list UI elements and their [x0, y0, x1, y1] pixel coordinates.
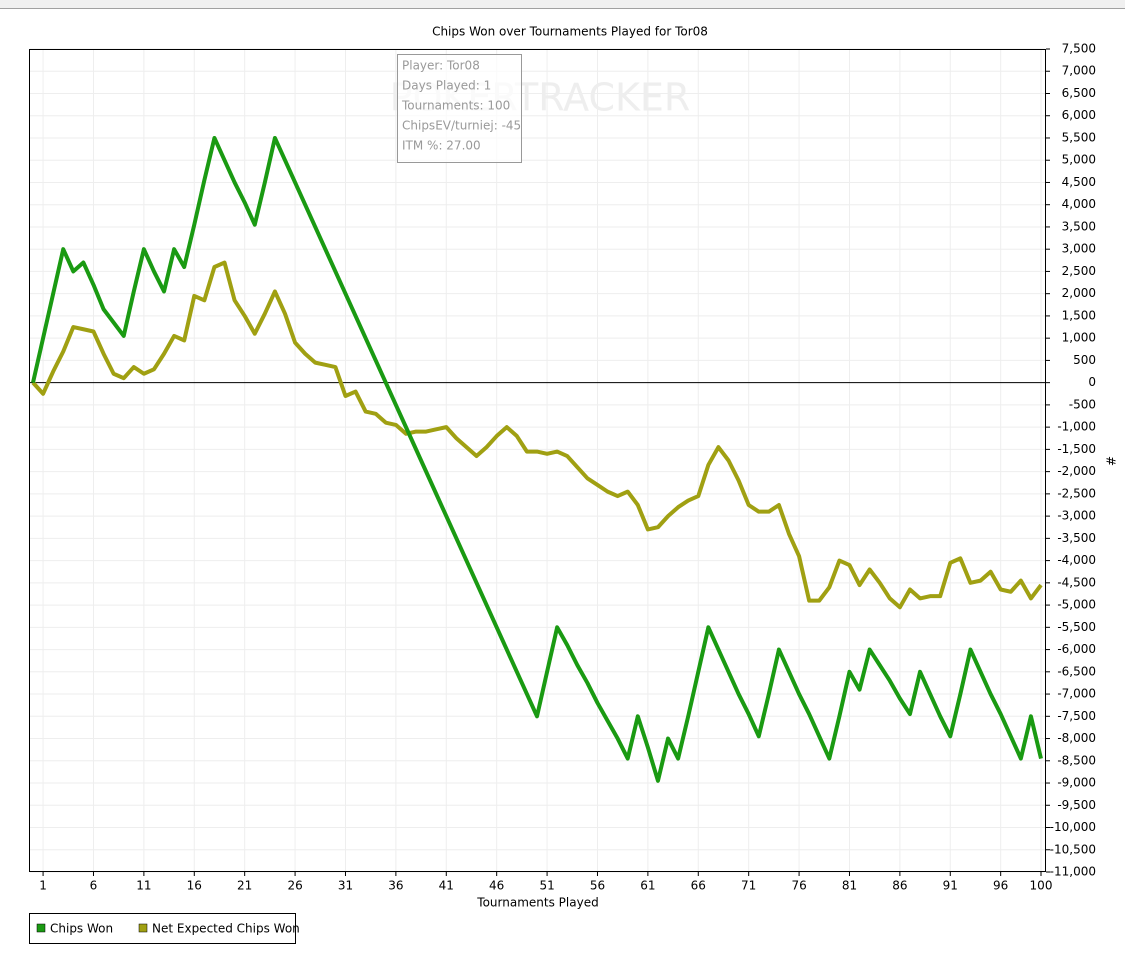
y-tick-label: -6,500 [1057, 664, 1096, 678]
legend-swatch [138, 923, 148, 933]
y-tick-label: -1,500 [1057, 442, 1096, 456]
y-tick-label: 7,500 [1062, 42, 1096, 56]
grid [30, 48, 1045, 873]
y-tick-label: 7,000 [1062, 64, 1096, 78]
y-tick-label: -6,000 [1057, 642, 1096, 656]
plot [30, 135, 1045, 783]
y-tick-label: -5,500 [1057, 620, 1096, 634]
legend-swatch [36, 923, 46, 933]
x-tick-label: 26 [287, 879, 302, 893]
y-tick-label: -9,000 [1057, 776, 1096, 790]
x-tick-label: 16 [187, 879, 202, 893]
y-tick-label: -11,000 [1050, 865, 1096, 879]
x-tick-label: 41 [439, 879, 454, 893]
y-tick-label: 500 [1073, 353, 1096, 367]
chart-title: Chips Won over Tournaments Played for To… [432, 25, 708, 39]
x-tick-label: 11 [136, 879, 151, 893]
info-line: Days Played: 1 [402, 79, 491, 93]
x-tick-label: 66 [691, 879, 706, 893]
y-tick-label: -1,000 [1057, 420, 1096, 434]
y-tick-label: 1,500 [1062, 308, 1096, 322]
x-tick-label: 1 [39, 879, 47, 893]
y-tick-label: 3,000 [1062, 242, 1096, 256]
y-axis-label: # [1104, 456, 1118, 466]
series-line [31, 260, 1043, 610]
y-tick-label: 0 [1088, 375, 1096, 389]
y-tick-label: -10,500 [1050, 842, 1096, 856]
y-tick-label: 3,500 [1062, 219, 1096, 233]
y-tick-label: -7,500 [1057, 709, 1096, 723]
y-tick-label: -10,000 [1050, 820, 1096, 834]
window-border [0, 0, 1125, 8]
info-line: ChipsEV/turniej: -45 [402, 119, 521, 133]
y-tick-label: 5,000 [1062, 153, 1096, 167]
x-tick-label: 36 [388, 879, 403, 893]
y-tick-label: 2,000 [1062, 286, 1096, 300]
x-tick-label: 76 [791, 879, 806, 893]
y-tick-label: -8,500 [1057, 753, 1096, 767]
y-tick-label: -4,500 [1057, 575, 1096, 589]
x-tick-label: 31 [338, 879, 353, 893]
x-tick-label: 86 [892, 879, 907, 893]
y-tick-label: -2,500 [1057, 486, 1096, 500]
x-tick-label: 56 [590, 879, 605, 893]
legend-label: Chips Won [50, 922, 113, 936]
plot-frame [29, 49, 1046, 872]
y-tick-label: -3,500 [1057, 531, 1096, 545]
y-tick-label: 4,000 [1062, 197, 1096, 211]
x-tick-label: 91 [943, 879, 958, 893]
y-tick-label: -3,000 [1057, 509, 1096, 523]
x-tick-label: 6 [90, 879, 98, 893]
y-tick-label: 4,500 [1062, 175, 1096, 189]
info-line: ITM %: 27.00 [402, 139, 481, 153]
x-tick-label: 81 [842, 879, 857, 893]
x-tick-label: 46 [489, 879, 504, 893]
info-line: Tournaments: 100 [401, 99, 510, 113]
x-tick-label: 71 [741, 879, 756, 893]
y-tick-label: -4,000 [1057, 553, 1096, 567]
y-tick-label: -8,000 [1057, 731, 1096, 745]
x-tick-label: 100 [1030, 879, 1053, 893]
legend [29, 913, 296, 944]
info-box: Player: Tor08 Days Played: 1 Tournaments… [397, 54, 522, 163]
series-line [31, 135, 1043, 783]
x-tick-label: 96 [993, 879, 1008, 893]
info-box-frame [397, 54, 522, 163]
y-tick-label: -5,000 [1057, 598, 1096, 612]
y-tick-label: 2,500 [1062, 264, 1096, 278]
y-tick-label: 6,000 [1062, 108, 1096, 122]
y-tick-label: 5,500 [1062, 130, 1096, 144]
y-tick-label: 1,000 [1062, 331, 1096, 345]
x-tick-label: 51 [539, 879, 554, 893]
x-axis-label: Tournaments Played [476, 896, 598, 910]
y-tick-label: -2,000 [1057, 464, 1096, 478]
y-tick-label: -500 [1069, 397, 1096, 411]
x-tick-label: 61 [640, 879, 655, 893]
info-line: Player: Tor08 [402, 59, 480, 73]
y-tick-label: -9,500 [1057, 798, 1096, 812]
y-tick-label: 6,500 [1062, 86, 1096, 100]
y-tick-label: -7,000 [1057, 687, 1096, 701]
legend-label: Net Expected Chips Won [152, 922, 300, 936]
x-tick-label: 21 [237, 879, 252, 893]
